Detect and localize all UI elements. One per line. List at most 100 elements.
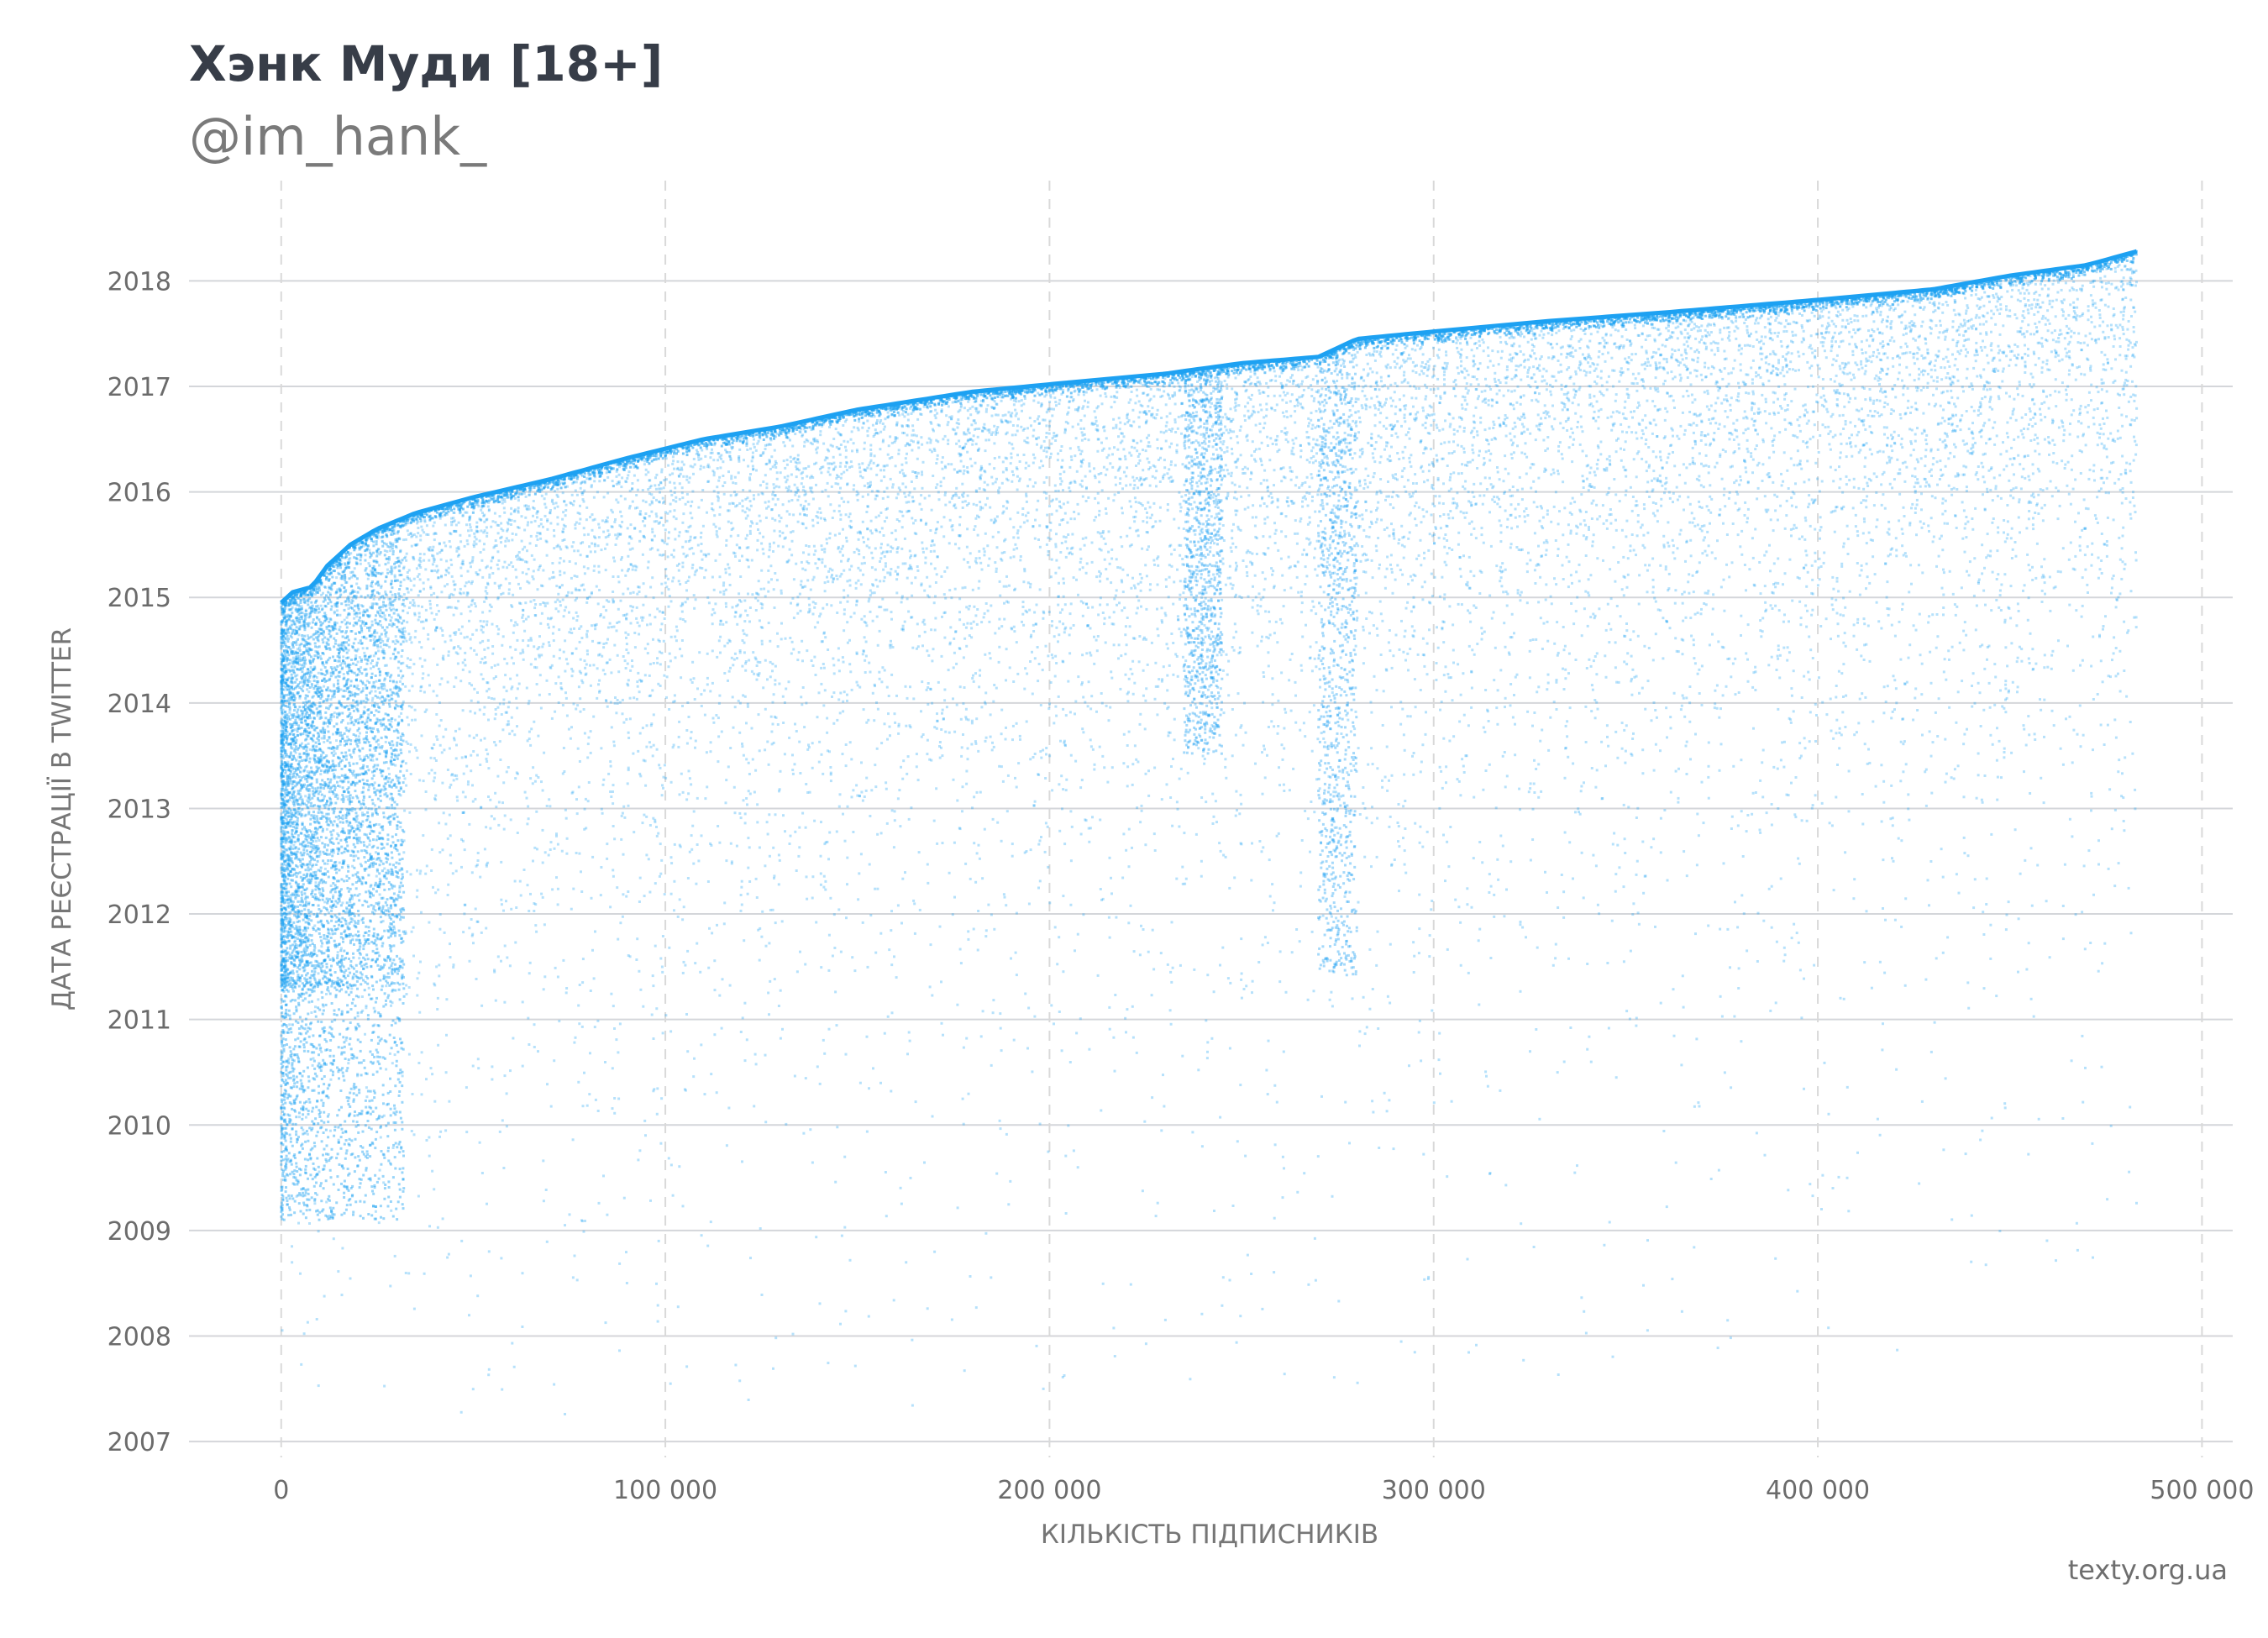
data-point xyxy=(1114,1355,1116,1357)
data-point xyxy=(409,638,412,641)
data-point xyxy=(1093,769,1095,771)
data-point xyxy=(1831,597,1834,600)
data-point xyxy=(473,540,475,543)
data-point xyxy=(746,559,748,561)
data-point xyxy=(480,932,483,934)
data-point xyxy=(2135,444,2138,446)
data-point xyxy=(1239,1084,1242,1086)
data-point xyxy=(942,1034,944,1037)
data-point xyxy=(583,589,585,591)
data-point xyxy=(1860,654,1862,657)
data-point xyxy=(965,645,968,648)
data-point xyxy=(1012,474,1015,476)
data-point xyxy=(2008,365,2010,367)
data-point xyxy=(1427,549,1430,552)
data-point xyxy=(1560,364,1562,366)
data-point xyxy=(459,680,462,682)
data-point xyxy=(806,898,808,900)
data-point xyxy=(1798,757,1801,759)
data-point xyxy=(2023,770,2025,773)
data-point xyxy=(1838,345,1840,348)
data-point xyxy=(950,596,953,599)
data-point xyxy=(1805,626,1808,628)
data-point xyxy=(1572,402,1574,404)
data-point xyxy=(517,832,519,834)
data-point xyxy=(1544,449,1546,452)
data-point xyxy=(1407,538,1410,540)
data-point xyxy=(1487,1085,1489,1088)
data-point xyxy=(1030,424,1032,427)
data-point xyxy=(1509,546,1512,549)
data-point xyxy=(2034,433,2037,436)
data-point xyxy=(496,524,499,527)
data-point xyxy=(1132,439,1135,442)
data-point xyxy=(1014,409,1016,412)
data-point xyxy=(2045,900,2048,902)
data-point xyxy=(2123,393,2125,396)
data-point xyxy=(1221,381,1223,384)
data-point xyxy=(773,542,775,544)
data-point xyxy=(1155,1215,1158,1217)
data-point xyxy=(1537,545,1540,548)
data-point xyxy=(582,1105,585,1107)
data-point xyxy=(852,831,854,833)
data-point xyxy=(971,444,974,446)
data-point xyxy=(865,624,868,627)
data-point xyxy=(1141,805,1143,807)
data-point xyxy=(1051,654,1053,656)
data-point xyxy=(1353,439,1356,442)
data-point xyxy=(712,717,715,720)
data-point xyxy=(1886,427,1888,429)
data-point xyxy=(509,1069,512,1072)
data-point xyxy=(711,932,713,934)
data-point xyxy=(2016,387,2019,390)
data-point xyxy=(1263,470,1266,472)
data-point xyxy=(711,613,713,616)
data-point xyxy=(774,606,776,609)
data-point xyxy=(2038,453,2040,455)
data-point xyxy=(1070,459,1073,461)
data-point xyxy=(1212,496,1215,499)
data-point xyxy=(1225,584,1227,586)
data-point xyxy=(1563,393,1566,396)
data-point xyxy=(769,909,772,911)
data-point xyxy=(1732,423,1735,425)
data-point xyxy=(935,787,937,790)
data-point xyxy=(1134,402,1137,404)
data-point xyxy=(721,731,723,733)
data-point xyxy=(1481,391,1483,393)
data-point xyxy=(1509,704,1512,706)
data-point xyxy=(1828,443,1830,445)
data-point xyxy=(1177,428,1179,430)
data-point xyxy=(1835,732,1838,734)
data-point xyxy=(1792,334,1794,337)
data-point xyxy=(1119,567,1121,570)
data-point xyxy=(1459,568,1462,570)
data-point xyxy=(588,1093,591,1095)
data-point xyxy=(1166,472,1168,475)
data-point xyxy=(1890,785,1893,787)
data-point xyxy=(1309,711,1311,713)
data-point xyxy=(1063,843,1066,845)
data-point xyxy=(1718,717,1720,719)
data-point xyxy=(1547,356,1550,359)
data-point xyxy=(1407,583,1410,585)
data-point xyxy=(1891,336,1893,339)
data-point xyxy=(1189,389,1191,391)
data-point xyxy=(314,593,317,596)
data-point xyxy=(526,687,528,690)
data-point xyxy=(2034,412,2036,415)
data-point xyxy=(436,596,438,598)
data-point xyxy=(1296,543,1299,545)
data-point xyxy=(691,564,694,566)
data-point xyxy=(516,725,518,727)
data-point xyxy=(1111,766,1114,769)
data-point xyxy=(690,731,693,733)
data-point xyxy=(1001,482,1004,485)
data-point xyxy=(958,618,961,621)
data-point xyxy=(1549,391,1551,393)
data-point xyxy=(785,1123,787,1126)
data-point xyxy=(473,533,475,535)
data-point xyxy=(652,984,654,987)
data-point xyxy=(1235,513,1237,516)
